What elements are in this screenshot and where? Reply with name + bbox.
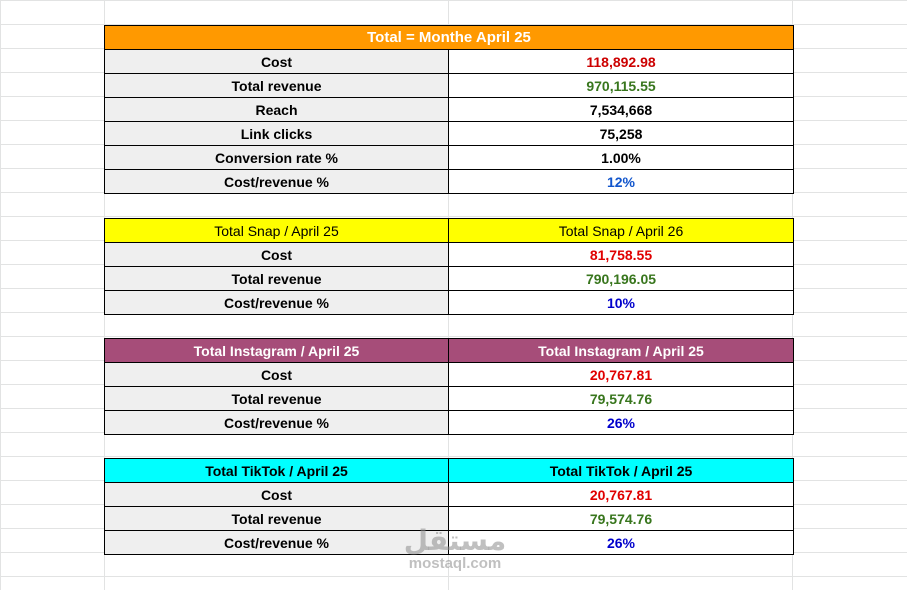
cell-value[interactable]: 12% [447, 169, 795, 194]
watermark-logo: مستقل [403, 524, 507, 557]
cell-label[interactable]: Cost/revenue % [104, 410, 449, 435]
cell-label[interactable]: Total revenue [104, 73, 449, 98]
cell-value[interactable]: 1.00% [447, 145, 795, 170]
cell-value[interactable]: 7,534,668 [447, 97, 795, 122]
table-row: Cost/revenue % 12% [104, 169, 795, 194]
cell-value[interactable]: 26% [448, 530, 794, 555]
total-summary-table: Total = Monthe April 25 Cost 118,892.98 … [103, 25, 795, 194]
instagram-header-right[interactable]: Total Instagram / April 25 [448, 338, 794, 363]
instagram-header-row: Total Instagram / April 25 Total Instagr… [104, 338, 794, 363]
table-row: Total revenue 970,115.55 [104, 73, 795, 98]
table-row: Cost/revenue % 26% [104, 410, 794, 435]
table-row: Cost 20,767.81 [104, 362, 794, 387]
cell-value[interactable]: 20,767.81 [448, 482, 794, 507]
cell-value[interactable]: 20,767.81 [448, 362, 794, 387]
tiktok-table: Total TikTok / April 25 Total TikTok / A… [104, 458, 794, 555]
table-row: Total revenue 790,196.05 [104, 266, 794, 291]
cell-label[interactable]: Cost [104, 242, 449, 267]
snap-table: Total Snap / April 25 Total Snap / April… [104, 218, 794, 315]
cell-value[interactable]: 79,574.76 [448, 506, 794, 531]
total-title[interactable]: Total = Monthe April 25 [103, 25, 795, 50]
cell-value[interactable]: 81,758.55 [448, 242, 794, 267]
cell-value[interactable]: 26% [448, 410, 794, 435]
instagram-table: Total Instagram / April 25 Total Instagr… [104, 338, 794, 435]
table-row: Reach 7,534,668 [104, 97, 795, 122]
cell-label[interactable]: Cost [104, 482, 449, 507]
cell-label[interactable]: Cost/revenue % [104, 290, 449, 315]
table-row: Cost/revenue % 10% [104, 290, 794, 315]
table-row: Total revenue 79,574.76 [104, 386, 794, 411]
table-row: Conversion rate % 1.00% [104, 145, 795, 170]
cell-label[interactable]: Conversion rate % [104, 145, 449, 170]
snap-header-right[interactable]: Total Snap / April 26 [448, 218, 794, 243]
total-header-row: Total = Monthe April 25 [103, 25, 795, 50]
table-row: Cost 81,758.55 [104, 242, 794, 267]
tiktok-header-right[interactable]: Total TikTok / April 25 [448, 458, 794, 483]
instagram-header-left[interactable]: Total Instagram / April 25 [104, 338, 449, 363]
cell-value[interactable]: 790,196.05 [448, 266, 794, 291]
table-row: Cost/revenue % 26% [104, 530, 794, 555]
tiktok-header-row: Total TikTok / April 25 Total TikTok / A… [104, 458, 794, 483]
cell-label[interactable]: Cost [104, 362, 449, 387]
cell-label[interactable]: Total revenue [104, 266, 449, 291]
cell-value[interactable]: 75,258 [447, 121, 795, 146]
cell-label[interactable]: Cost/revenue % [104, 530, 449, 555]
mostaql-watermark: مستقل mostaql.com [395, 526, 515, 572]
snap-header-left[interactable]: Total Snap / April 25 [104, 218, 449, 243]
cell-label[interactable]: Cost/revenue % [104, 169, 449, 194]
cell-value[interactable]: 118,892.98 [447, 49, 795, 74]
cell-value[interactable]: 79,574.76 [448, 386, 794, 411]
tiktok-header-left[interactable]: Total TikTok / April 25 [104, 458, 449, 483]
table-row: Cost 20,767.81 [104, 482, 794, 507]
cell-label[interactable]: Cost [104, 49, 449, 74]
cell-label[interactable]: Link clicks [104, 121, 449, 146]
watermark-url: mostaql.com [408, 555, 502, 572]
table-row: Cost 118,892.98 [104, 49, 795, 74]
snap-header-row: Total Snap / April 25 Total Snap / April… [104, 218, 794, 243]
cell-value[interactable]: 970,115.55 [447, 73, 795, 98]
cell-label[interactable]: Reach [104, 97, 449, 122]
cell-value[interactable]: 10% [448, 290, 794, 315]
cell-label[interactable]: Total revenue [104, 386, 449, 411]
table-row: Link clicks 75,258 [104, 121, 795, 146]
